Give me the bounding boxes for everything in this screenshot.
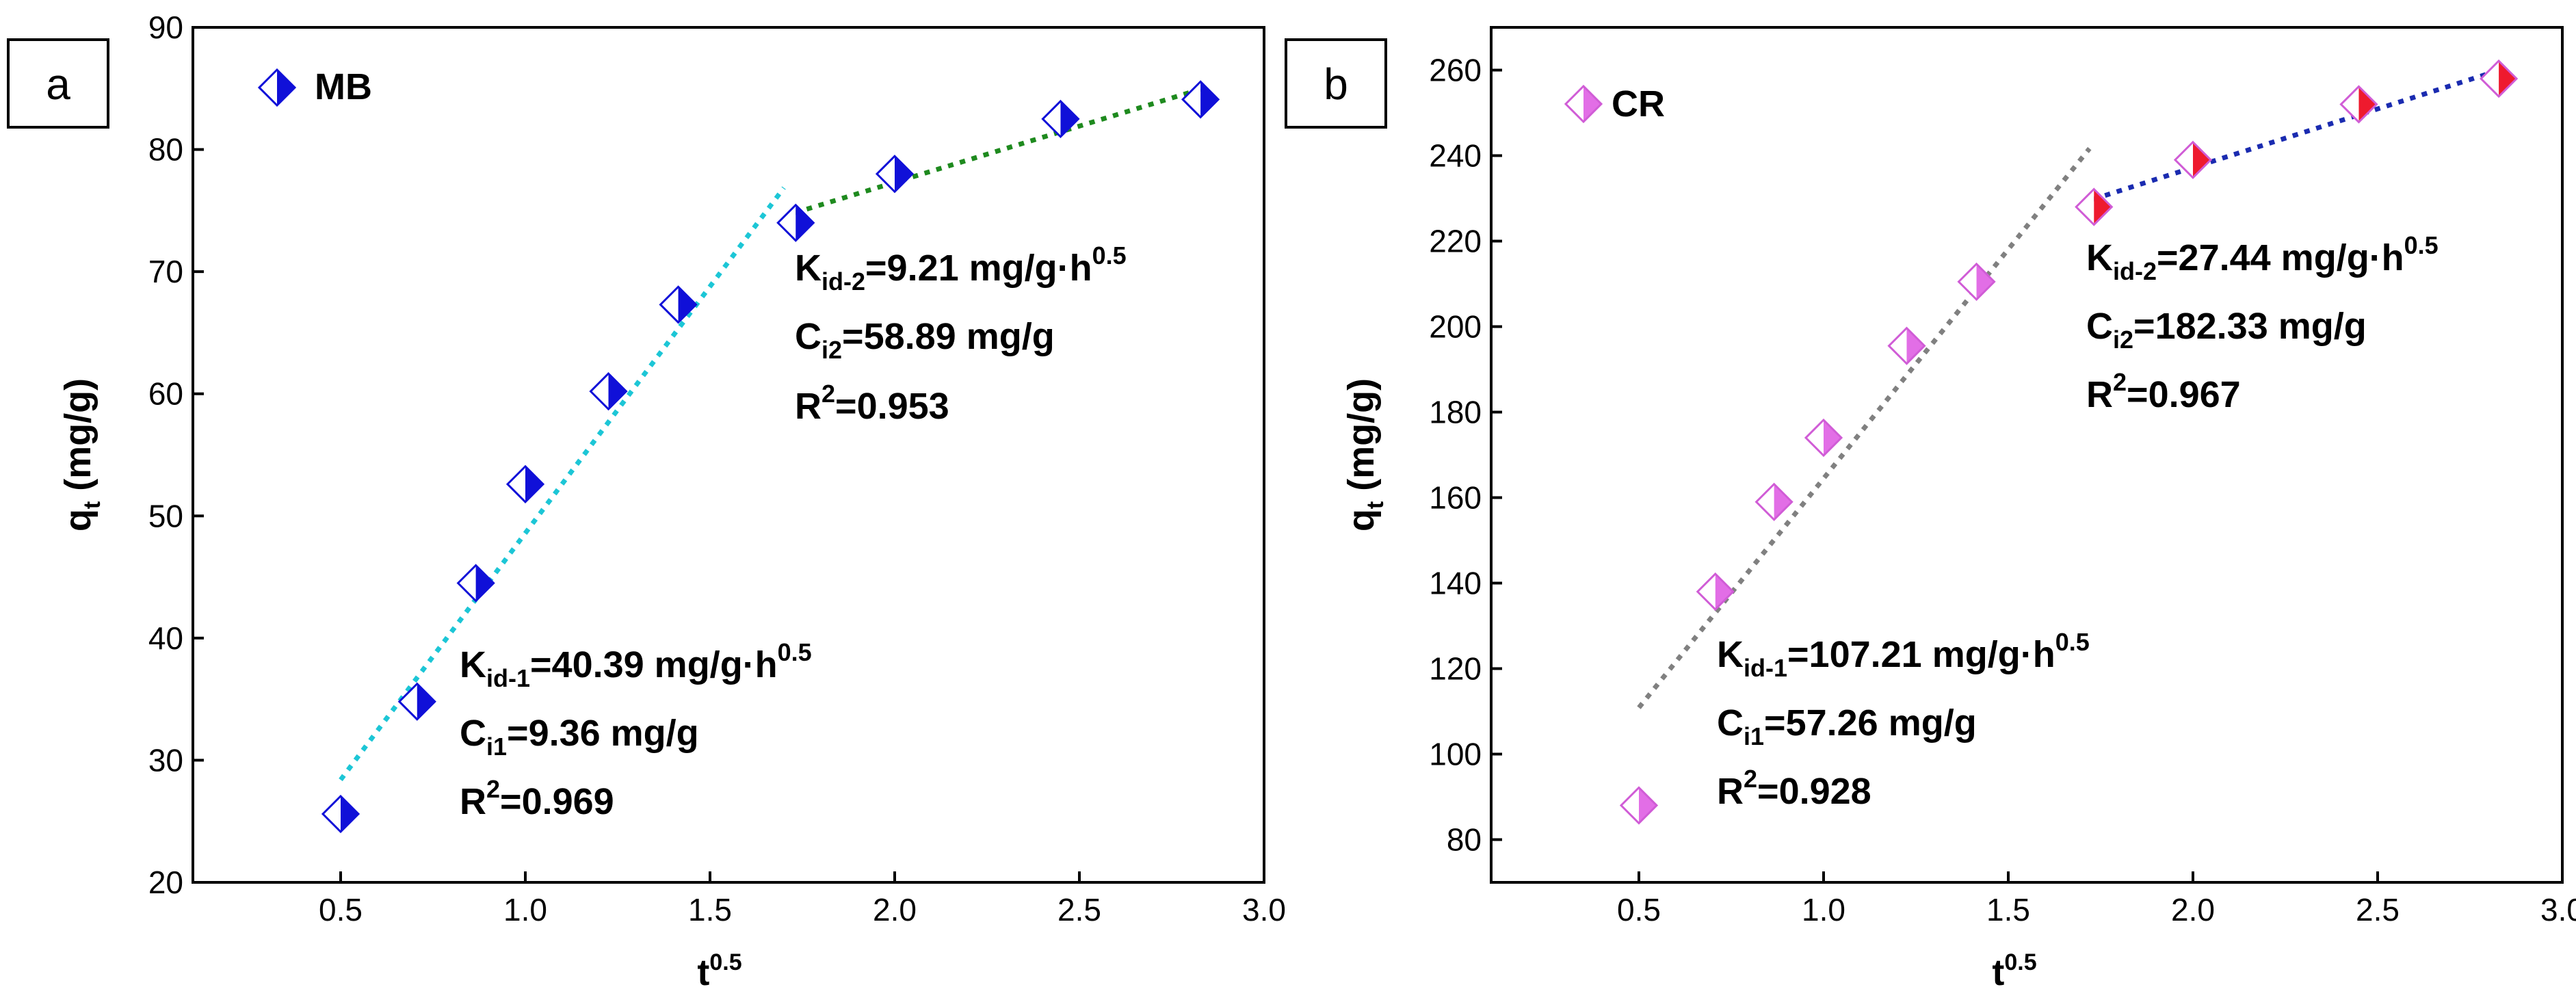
panel-a-markers	[321, 80, 1220, 834]
panel-b-data-point	[2339, 85, 2378, 124]
panel-a-data-point	[397, 682, 436, 721]
panel-a-data-point	[589, 372, 628, 411]
panel-a-annotation-stage1: Kid-1=40.39 mg/g·h0.5 Ci1=9.36 mg/g R2=0…	[460, 638, 812, 822]
panel-a-kid2: Kid-2=9.21 mg/g·h0.5	[795, 241, 1127, 295]
panel-a-data-point	[1181, 80, 1220, 119]
panel-a-annotation-stage2: Kid-2=9.21 mg/g·h0.5 Ci2=58.89 mg/g R2=0…	[795, 241, 1127, 427]
panel-b-ci1: Ci1=57.26 mg/g	[1717, 702, 1977, 750]
panel-b-data-point	[2479, 59, 2519, 98]
panel-b: 0.5 1.0 1.5 2.0 2.5 3.0 80 100 120 140 160 180 200 2…	[1285, 26, 2576, 993]
panel-a-data-point	[659, 285, 698, 324]
panel-b-data-point	[1696, 572, 1735, 611]
panel-b-annotation-stage1: Kid-1=107.21 mg/g·h0.5 Ci1=57.26 mg/g R2…	[1717, 628, 2090, 812]
panel-b-legend-label: CR	[1612, 83, 1665, 124]
panel-b-kid2: Kid-2=27.44 mg/g·h0.5	[2086, 231, 2439, 285]
panel-a-data-point	[456, 564, 495, 603]
panel-b-y-tick-label: 140	[1429, 566, 1482, 601]
panel-a-legend-diamond	[257, 68, 297, 107]
panel-a-x-tick-label: 2.0	[873, 892, 917, 927]
panel-b-legend-diamond	[1564, 84, 1603, 124]
panel-b-fit-lines	[1637, 68, 2501, 709]
panel-b-x-axis-label: t0.5	[1992, 949, 2036, 993]
panel-b-y-tick-label: 80	[1447, 822, 1482, 858]
panel-b-y-axis-label: qt (mg/g)	[1341, 378, 1389, 531]
panel-a-data-point	[1041, 99, 1080, 139]
panel-b-y-tick-label: 180	[1429, 395, 1482, 430]
panel-b-data-point	[1754, 482, 1793, 521]
panel-b-fit-line-1	[1637, 146, 2092, 709]
panel-a-data-point	[505, 464, 545, 503]
panel-a-plot-frame	[192, 26, 1265, 884]
panel-b-x-tick-label: 1.5	[1986, 892, 2030, 927]
panel-b-y-tick-label: 160	[1429, 480, 1482, 516]
panel-a-data-point	[321, 794, 360, 834]
panel-b-r2-stage2: R2=0.967	[2086, 368, 2241, 415]
panel-b-data-point	[1619, 786, 1659, 825]
panel-b-annotation-stage2: Kid-2=27.44 mg/g·h0.5 Ci2=182.33 mg/g R2…	[2086, 231, 2439, 415]
panel-a-fit-lines	[339, 86, 1202, 782]
panel-a-legend: MB	[257, 66, 372, 107]
panel-b-legend-marker	[1564, 84, 1603, 124]
panel-a-ci1: Ci1=9.36 mg/g	[460, 713, 699, 761]
panel-b-x-tick-label: 2.5	[2356, 892, 2400, 927]
panel-a-y-tick-label: 60	[148, 376, 183, 412]
panel-a-label: a	[46, 60, 70, 109]
panel-b-x-tick-label: 2.0	[2171, 892, 2215, 927]
panel-a-r2-stage1: R2=0.969	[460, 775, 614, 822]
panel-a-ci2: Ci2=58.89 mg/g	[795, 316, 1055, 364]
panel-a-y-axis-label: qt (mg/g)	[57, 378, 105, 531]
panel-b-fit-line-2	[2092, 68, 2501, 202]
panel-a-x-ticks: 0.5 1.0 1.5 2.0 2.5 3.0	[319, 871, 1286, 927]
panel-b-y-tick-label: 260	[1429, 53, 1482, 88]
panel-a-x-tick-label: 0.5	[319, 892, 363, 927]
panel-b-label-box	[1285, 38, 1387, 129]
panel-b-data-point	[2075, 187, 2114, 226]
panel-a-data-point	[875, 155, 915, 194]
panel-b-y-ticks: 80 100 120 140 160 180 200 220 240 260	[1429, 53, 1502, 858]
panel-a-legend-label: MB	[315, 66, 372, 107]
panel-a-fit-line-2	[794, 86, 1202, 215]
panel-b-y-tick-label: 220	[1429, 224, 1482, 259]
panel-b-y-tick-label: 200	[1429, 309, 1482, 345]
panel-b-y-tick-label: 240	[1429, 138, 1482, 174]
panel-a-y-tick-label: 50	[148, 498, 183, 534]
panel-b-y-tick-label: 100	[1429, 737, 1482, 772]
panel-a-x-axis-label: t0.5	[697, 949, 741, 993]
panel-b-r2-stage1: R2=0.928	[1717, 765, 1871, 812]
panel-a-x-tick-label: 3.0	[1242, 892, 1286, 927]
panel-a-y-ticks: 20 30 40 50 60 70 80 90	[148, 10, 204, 900]
panel-a-kid1: Kid-1=40.39 mg/g·h0.5	[460, 638, 812, 692]
panel-a-y-tick-label: 30	[148, 742, 183, 778]
panel-a-x-tick-label: 2.5	[1057, 892, 1101, 927]
panel-b-kid1: Kid-1=107.21 mg/g·h0.5	[1717, 628, 2090, 682]
panel-b-legend: CR	[1564, 83, 1665, 124]
panel-a-label-box	[7, 38, 109, 129]
panel-b-data-point	[1804, 418, 1843, 458]
panel-b-markers	[1619, 59, 2519, 825]
panel-a-x-tick-label: 1.0	[503, 892, 547, 927]
panel-b-label: b	[1324, 60, 1348, 109]
panel-a-y-tick-label: 90	[148, 10, 183, 45]
panel-b-data-point	[2173, 140, 2213, 179]
panel-a-x-tick-label: 1.5	[688, 892, 732, 927]
panel-b-x-tick-label: 1.0	[1802, 892, 1845, 927]
panel-a-data-point	[776, 203, 815, 242]
panel-b-data-point	[1887, 326, 1926, 365]
panel-a-y-tick-label: 80	[148, 132, 183, 168]
panel-b-plot-frame	[1490, 26, 2564, 884]
panel-a-y-tick-label: 70	[148, 254, 183, 289]
panel-a-fit-line-1	[339, 186, 786, 782]
panel-a-y-tick-label: 20	[148, 865, 183, 900]
panel-a-y-tick-label: 40	[148, 620, 183, 656]
panel-b-x-tick-label: 0.5	[1617, 892, 1661, 927]
panel-a: 0.5 1.0 1.5 2.0 2.5 3.0 20 30 40 50 60 70 80 90 a MB…	[7, 10, 1286, 993]
panel-b-x-ticks: 0.5 1.0 1.5 2.0 2.5 3.0	[1617, 871, 2576, 927]
panel-b-y-tick-label: 120	[1429, 651, 1482, 687]
panel-b-data-point	[1957, 262, 1996, 301]
panel-a-legend-marker	[257, 68, 297, 107]
panel-a-r2-stage2: R2=0.953	[795, 380, 949, 427]
panel-b-ci2: Ci2=182.33 mg/g	[2086, 306, 2367, 354]
panel-b-x-tick-label: 3.0	[2540, 892, 2576, 927]
